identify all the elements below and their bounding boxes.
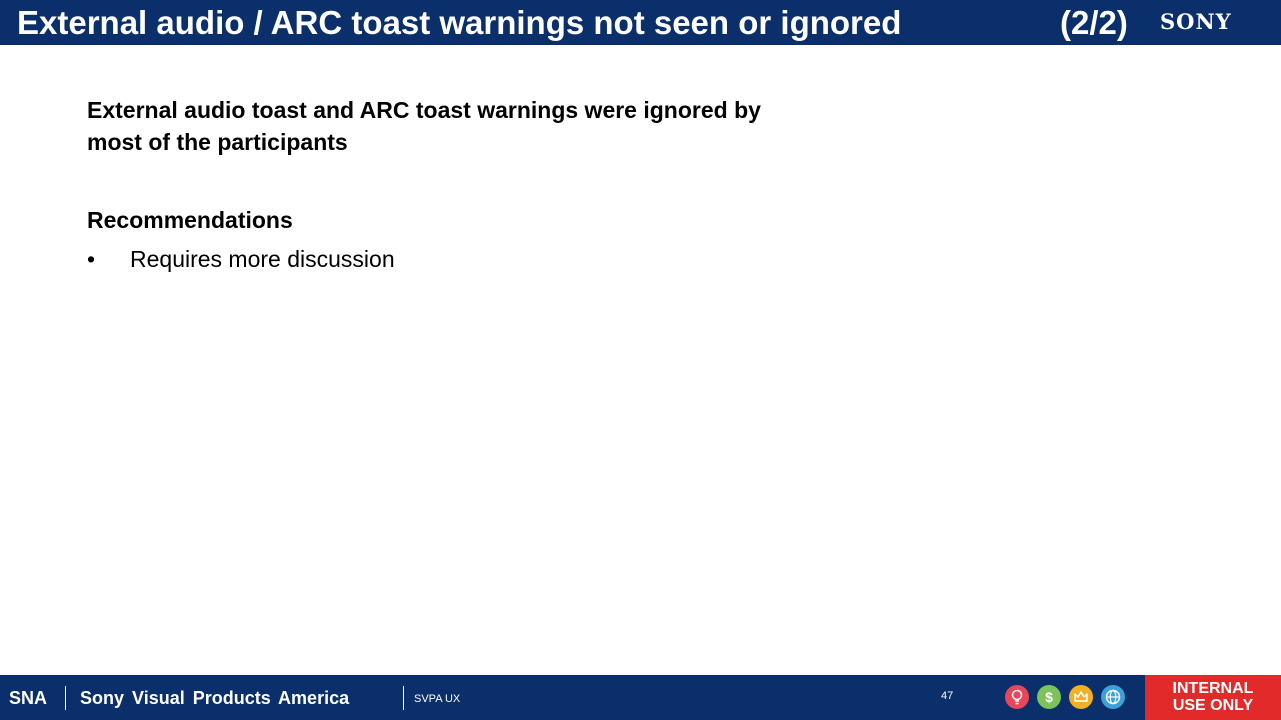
globe-icon <box>1101 685 1125 709</box>
org-label: SNA <box>9 688 48 708</box>
slide-title: External audio / ARC toast warnings not … <box>17 4 902 41</box>
bullet-icon: • <box>87 246 96 272</box>
sony-logo: SONY <box>1160 9 1232 34</box>
crown-icon <box>1069 685 1093 709</box>
internal-use-badge: INTERNAL USE ONLY <box>1145 675 1281 720</box>
lightbulb-icon <box>1005 685 1029 709</box>
department-label: SVPA UX <box>414 693 461 705</box>
slide-footer: SNA Sony Visual Products America SVPA UX… <box>0 675 1281 720</box>
recommendations-heading: Recommendations <box>87 207 293 233</box>
page-indicator: (2/2) <box>1060 4 1128 41</box>
slide-header: External audio / ARC toast warnings not … <box>0 0 1281 45</box>
footer-divider <box>65 686 66 710</box>
footer-divider <box>403 686 404 710</box>
company-name: Sony Visual Products America <box>80 688 350 708</box>
slide-body: External audio toast and ARC toast warni… <box>87 94 807 272</box>
badge-line-1: INTERNAL <box>1172 680 1254 697</box>
badge-line-2: USE ONLY <box>1172 697 1254 714</box>
list-item-text: Requires more discussion <box>130 246 395 272</box>
dollar-icon: $ <box>1037 685 1061 709</box>
summary-text: External audio toast and ARC toast warni… <box>87 97 761 155</box>
page-number: 47 <box>941 690 954 702</box>
